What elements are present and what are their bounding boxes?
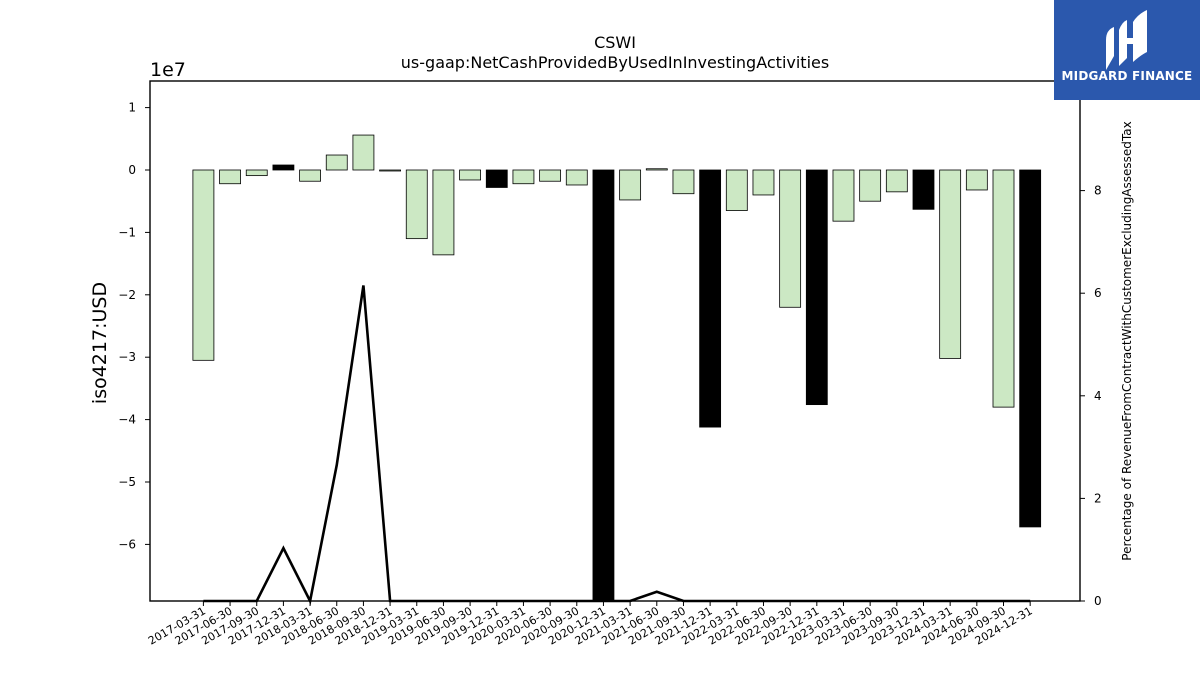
y-tick-label: −1 [118, 225, 136, 239]
bar-2018-12-31 [379, 169, 401, 172]
plot-frame [149, 80, 1081, 602]
y2-tick-label: 6 [1094, 286, 1102, 300]
y2-tick-label: 2 [1094, 491, 1102, 505]
bar-2023-06-30 [859, 169, 882, 202]
bar-2020-06-30 [539, 169, 562, 182]
line-layer [203, 285, 1031, 605]
bar-2023-12-31 [912, 169, 935, 210]
bar-2024-03-31 [939, 169, 962, 359]
bar-2022-09-30 [779, 169, 802, 308]
y-tick-label: −5 [118, 475, 136, 489]
bar-2018-09-30 [352, 134, 375, 171]
bar-2023-09-30 [885, 169, 908, 193]
y2-tick-label: 0 [1094, 594, 1102, 608]
bar-2017-12-31 [272, 164, 295, 171]
bar-2019-12-31 [485, 169, 508, 188]
bar-2021-12-31 [699, 169, 722, 428]
bar-2020-12-31 [592, 169, 615, 601]
bar-2020-09-30 [565, 169, 588, 186]
y-tick-label: −2 [118, 288, 136, 302]
bar-2017-06-30 [219, 169, 241, 185]
bars [192, 134, 1042, 601]
logo-text: MIDGARD FINANCE [1061, 69, 1193, 83]
bar-2024-06-30 [965, 169, 988, 191]
y-tick-label: 1 [128, 101, 136, 115]
bar-2017-09-30 [245, 169, 268, 177]
y-tick-label: −3 [118, 350, 136, 364]
y2-axis-label: Percentage of RevenueFromContractWithCus… [1120, 121, 1134, 560]
bar-2019-09-30 [459, 169, 482, 181]
y-tick-label: −6 [118, 537, 136, 551]
bar-2021-06-30 [645, 168, 668, 171]
bar-2021-09-30 [672, 169, 695, 195]
bar-2022-06-30 [752, 169, 775, 196]
bar-2017-03-31 [192, 169, 215, 361]
bar-2018-03-31 [299, 169, 321, 182]
brand-logo: MIDGARD FINANCE [1054, 0, 1200, 100]
bar-2024-12-31 [1019, 169, 1042, 528]
y-axis-label: iso4217:USD [89, 282, 111, 404]
bar-2018-06-30 [325, 154, 348, 171]
chart-title: CSWI [594, 33, 636, 52]
bar-2019-06-30 [432, 169, 455, 256]
bar-2019-03-31 [405, 169, 428, 240]
bar-2020-03-31 [512, 169, 535, 185]
y2-tick-label: 8 [1094, 184, 1102, 198]
chart-subtitle: us-gaap:NetCashProvidedByUsedInInvesting… [401, 53, 829, 72]
y-tick-label: −4 [118, 413, 136, 427]
bar-2024-09-30 [992, 169, 1015, 408]
bar-2023-03-31 [832, 169, 855, 222]
y-tick-label: 0 [128, 163, 136, 177]
bar-2022-03-31 [725, 169, 748, 211]
line-series [203, 285, 1031, 605]
logo-icon [1106, 10, 1147, 70]
bar-2022-12-31 [805, 169, 828, 406]
bar-2021-03-31 [619, 169, 642, 201]
y2-tick-label: 4 [1094, 389, 1102, 403]
y-offset-label: 1e7 [150, 59, 186, 81]
